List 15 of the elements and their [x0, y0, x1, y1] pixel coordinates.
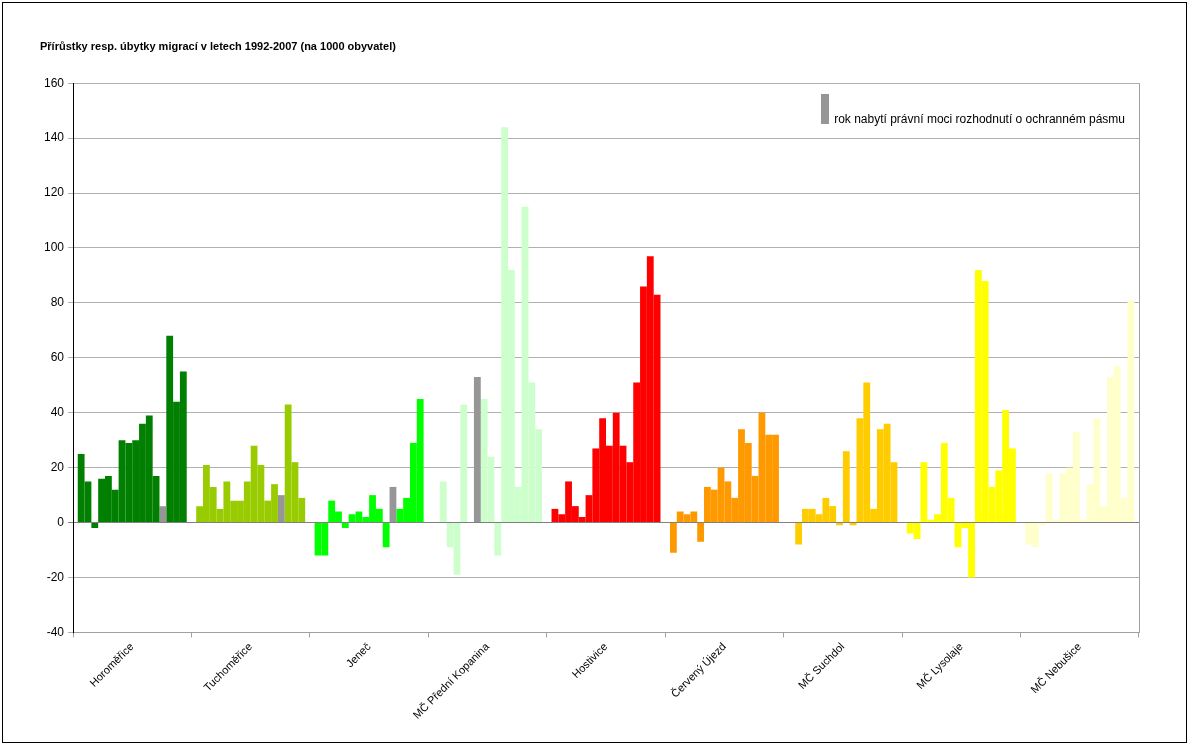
y-tick-label: 0	[57, 514, 65, 529]
chart-title: Přírůstky resp. úbytky migrací v letech 1992-2007 (na 1000 obyvatel)	[40, 39, 397, 52]
y-tick-label: 120	[43, 185, 65, 200]
annotation: rok nabytí právní moci rozhodnutí o ochranném pásmu	[834, 111, 1125, 126]
y-tick-label: 140	[43, 130, 65, 145]
bar	[277, 495, 285, 523]
y-tick-label: 160	[43, 75, 65, 90]
y-tick-label: 60	[50, 350, 65, 365]
y-tick-label: 20	[50, 459, 65, 474]
y-tick-label: -20	[46, 569, 65, 584]
bar	[159, 506, 167, 523]
y-tick-label: 100	[43, 240, 65, 255]
y-tick-label: 80	[50, 295, 65, 310]
y-tick-label: 40	[50, 405, 65, 420]
y-tick-label: -40	[46, 624, 65, 639]
